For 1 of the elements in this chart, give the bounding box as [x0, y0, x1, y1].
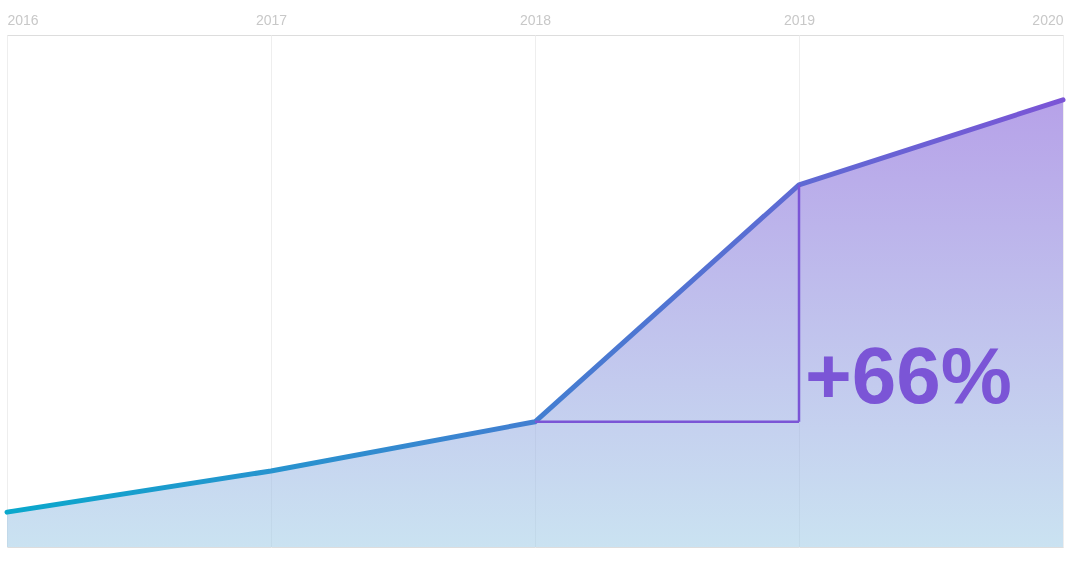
annotation: +66%: [805, 330, 1012, 420]
